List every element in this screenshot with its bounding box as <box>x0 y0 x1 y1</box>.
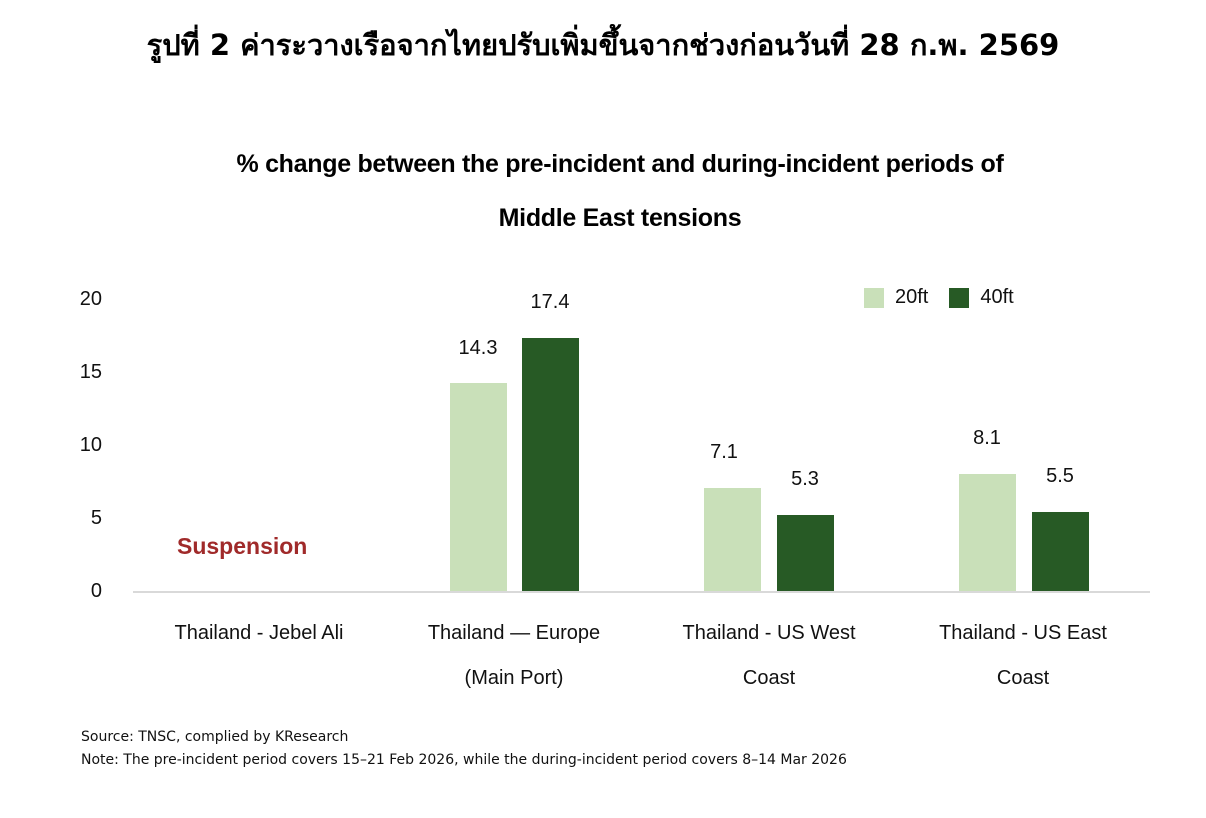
y-tick-10: 10 <box>79 434 102 456</box>
legend-label-40ft: 40ft <box>980 286 1014 308</box>
category-label-line1: Thailand - US West <box>682 622 856 644</box>
y-tick-5: 5 <box>90 507 102 529</box>
category-label-line2: Coast <box>742 667 796 689</box>
bar-europe-40ft <box>522 338 579 592</box>
category-label-line1: Thailand - US East <box>939 622 1107 644</box>
category-label-us-east: Thailand - US East Coast <box>893 611 1153 701</box>
legend-swatch-40ft <box>949 287 970 308</box>
y-tick-20: 20 <box>79 288 102 310</box>
suspension-annotation: Suspension <box>177 533 308 559</box>
value-label-europe-20ft: 14.3 <box>458 337 498 359</box>
bar-useast-40ft <box>1032 512 1089 592</box>
x-axis-line <box>133 591 1150 593</box>
category-label-line1: Thailand — Europe <box>427 622 601 644</box>
chart-title-line2: Middle East tensions <box>498 204 742 232</box>
legend-item-20ft: 20ft <box>864 286 928 309</box>
value-label-uswest-40ft: 5.3 <box>791 468 819 490</box>
bar-uswest-20ft <box>704 488 761 592</box>
bar-uswest-40ft <box>777 515 834 592</box>
category-label-jebel-ali: Thailand - Jebel Ali <box>129 611 389 656</box>
category-label-us-west: Thailand - US West Coast <box>639 611 899 701</box>
legend: 20ft 40ft <box>864 286 1035 309</box>
category-label-europe: Thailand — Europe (Main Port) <box>384 611 644 701</box>
legend-label-20ft: 20ft <box>895 286 929 308</box>
bar-useast-20ft <box>959 474 1016 592</box>
period-note: Note: The pre-incident period covers 15–… <box>81 752 847 768</box>
value-label-uswest-20ft: 7.1 <box>710 441 738 463</box>
figure-title-thai: รูปที่ 2 ค่าระวางเรือจากไทยปรับเพิ่มขึ้น… <box>146 28 1060 62</box>
category-label-line2: Coast <box>996 667 1050 689</box>
y-tick-0: 0 <box>90 580 102 602</box>
value-label-useast-40ft: 5.5 <box>1046 465 1074 487</box>
category-label-line1: Thailand - Jebel Ali <box>174 622 344 644</box>
legend-swatch-20ft <box>864 287 884 308</box>
source-note: Source: TNSC, complied by KResearch <box>81 729 349 745</box>
bar-europe-20ft <box>450 383 507 592</box>
value-label-useast-20ft: 8.1 <box>973 427 1001 449</box>
value-label-europe-40ft: 17.4 <box>530 291 570 313</box>
chart-title-line1: % change between the pre-incident and du… <box>236 150 1004 178</box>
category-label-line2: (Main Port) <box>464 667 564 689</box>
legend-item-40ft: 40ft <box>949 286 1014 309</box>
y-tick-15: 15 <box>79 361 102 383</box>
